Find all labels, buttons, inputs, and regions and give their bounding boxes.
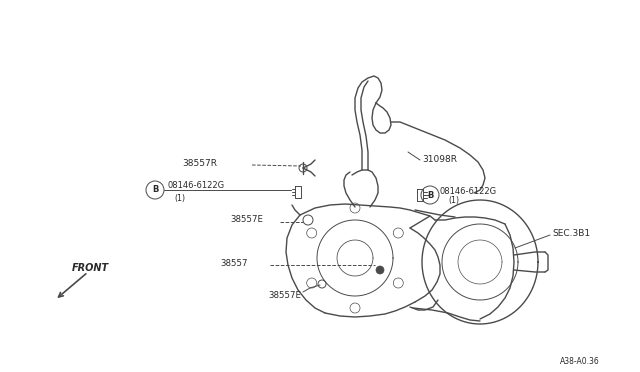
Text: A38-A0.36: A38-A0.36	[560, 357, 600, 366]
Text: 38557E: 38557E	[268, 291, 301, 299]
Text: (1): (1)	[448, 196, 459, 205]
Text: B: B	[152, 186, 158, 195]
Text: FRONT: FRONT	[72, 263, 109, 273]
Text: B: B	[427, 190, 433, 199]
Text: 38557R: 38557R	[182, 158, 217, 167]
Text: 38557: 38557	[220, 259, 248, 267]
Text: 08146-6122G: 08146-6122G	[167, 182, 224, 190]
Text: 38557E: 38557E	[230, 215, 263, 224]
Text: SEC.3B1: SEC.3B1	[552, 230, 590, 238]
Text: (1): (1)	[174, 193, 185, 202]
Text: 08146-6122G: 08146-6122G	[440, 186, 497, 196]
Circle shape	[376, 266, 384, 274]
Text: 31098R: 31098R	[422, 155, 457, 164]
